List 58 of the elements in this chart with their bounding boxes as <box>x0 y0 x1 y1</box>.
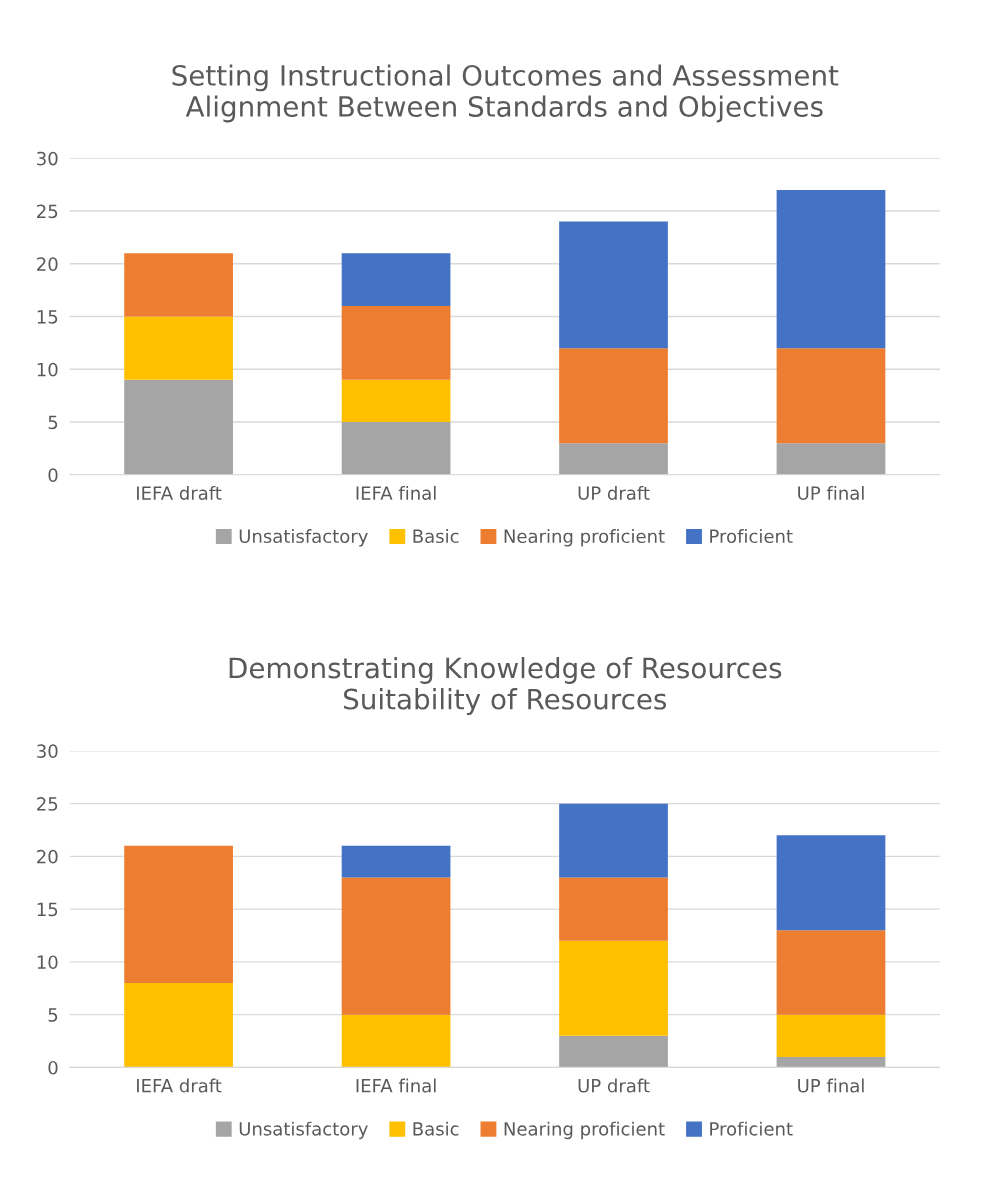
bar <box>776 189 886 349</box>
bar <box>124 845 233 984</box>
bar <box>559 221 668 349</box>
x-tick-label: UP draft <box>578 485 650 500</box>
x-tick-label: IEFA draft <box>137 485 222 500</box>
bar <box>341 422 451 475</box>
bar <box>776 835 886 931</box>
legend-label: Nearing proficient <box>504 529 665 547</box>
x-tick-label: UP draft <box>578 1078 650 1093</box>
bar <box>124 379 233 475</box>
bar <box>776 443 886 475</box>
y-tick-label: 15 <box>37 902 58 917</box>
y-tick-label: 10 <box>37 955 58 970</box>
bar <box>776 348 886 444</box>
bar <box>341 253 451 306</box>
bar <box>341 1014 451 1068</box>
y-tick-label: 25 <box>37 204 58 219</box>
chart-title: Setting Instructional Outcomes and Assessment Alignment Between Standards and Objectives <box>172 64 839 123</box>
x-tick-label: IEFA draft <box>137 1078 222 1093</box>
y-tick-label: 25 <box>37 797 58 811</box>
legend-label: Basic <box>413 529 459 544</box>
y-tick-label: 0 <box>48 1060 58 1075</box>
y-tick-label: 10 <box>37 362 58 377</box>
legend-label: Proficient <box>710 529 793 544</box>
bar <box>559 348 668 444</box>
legend-label: Proficient <box>710 1121 793 1136</box>
y-tick-label: 20 <box>37 849 58 864</box>
y-tick-label: 15 <box>37 310 58 324</box>
y-tick-label: 20 <box>37 257 58 271</box>
x-tick-label: UP final <box>798 485 864 500</box>
y-tick-label: 5 <box>48 415 58 430</box>
y-tick-label: 30 <box>37 744 58 759</box>
bar <box>559 443 668 475</box>
bar <box>341 305 451 380</box>
bar <box>776 1014 886 1057</box>
bar <box>124 253 233 317</box>
legend-label: Unsatisfactory <box>239 1121 368 1140</box>
bar <box>559 877 668 941</box>
bar <box>124 983 233 1068</box>
y-tick-label: 0 <box>48 468 58 482</box>
x-tick-label: UP final <box>798 1078 864 1093</box>
legend-label: Unsatisfactory <box>239 529 368 547</box>
bar <box>341 845 451 878</box>
bar <box>776 930 886 1015</box>
bar <box>124 316 233 380</box>
x-tick-label: IEFA final <box>356 1078 436 1093</box>
bar <box>559 803 668 878</box>
y-tick-label: 5 <box>48 1008 58 1022</box>
bar <box>559 1035 668 1068</box>
legend-label: Nearing proficient <box>504 1121 665 1140</box>
chart-title: Demonstrating Knowledge of Resources Suitability of Resources <box>229 657 782 715</box>
y-tick-label: 30 <box>37 151 58 166</box>
bar <box>341 379 451 423</box>
bar <box>341 877 451 1015</box>
x-tick-label: IEFA final <box>356 485 436 500</box>
bar <box>776 1056 886 1068</box>
legend-label: Basic <box>413 1121 459 1136</box>
bar <box>559 940 668 1036</box>
